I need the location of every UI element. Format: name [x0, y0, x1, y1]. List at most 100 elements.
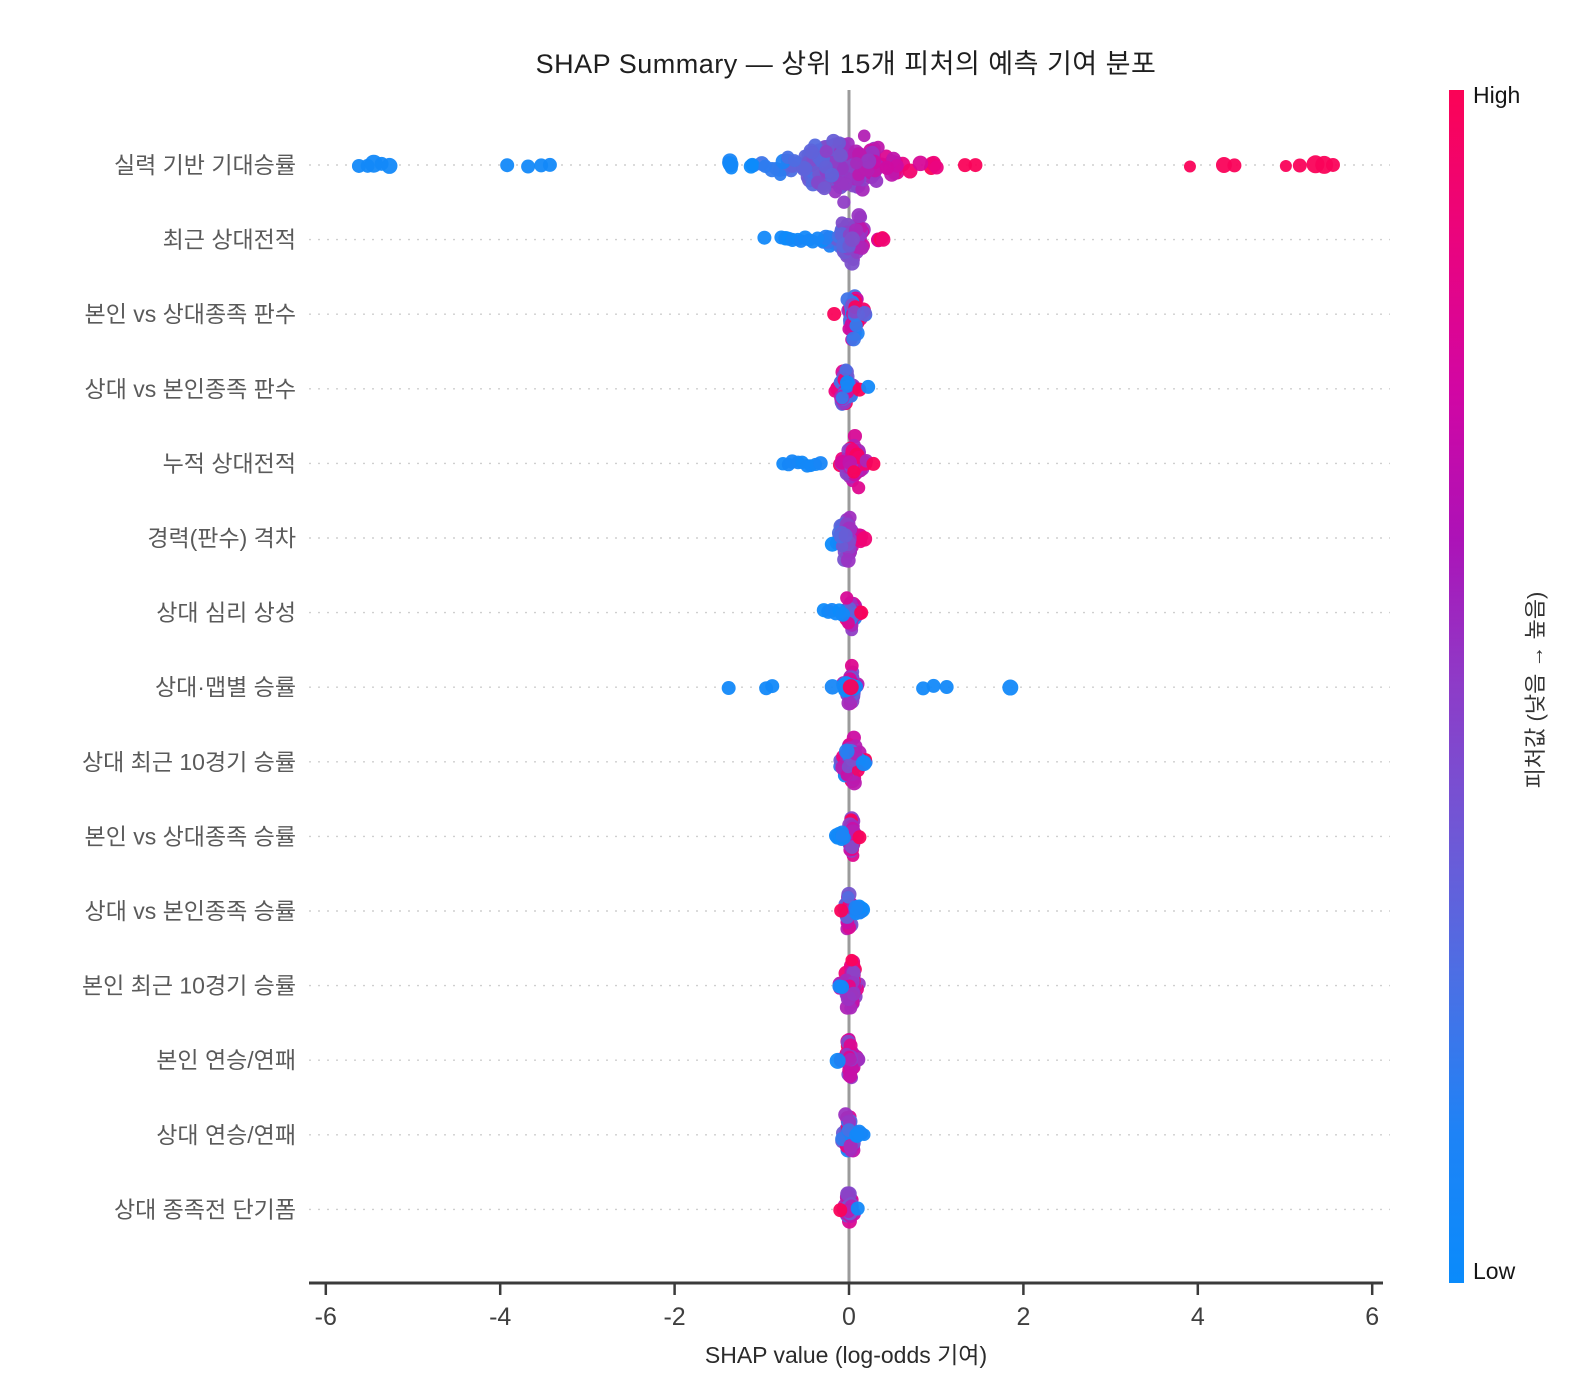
- data-point: [827, 307, 842, 322]
- x-axis-title: SHAP value (log-odds 기여): [704, 1342, 988, 1368]
- y-axis-label: 최근 상대전적: [163, 227, 296, 253]
- data-point: [852, 481, 866, 495]
- data-point: [875, 232, 891, 247]
- data-point: [721, 681, 736, 696]
- y-axis-label: 상대 vs 본인종족 판수: [85, 376, 296, 402]
- data-point: [840, 379, 854, 393]
- data-point: [846, 986, 861, 1002]
- y-axis-label: 본인 연승/연패: [156, 1047, 296, 1073]
- data-point: [929, 160, 944, 175]
- x-tick-label: -4: [489, 1303, 511, 1331]
- y-axis-label: 누적 상대전적: [163, 450, 296, 476]
- data-point: [758, 159, 772, 173]
- data-point: [843, 1139, 858, 1154]
- data-point: [521, 159, 536, 174]
- data-point: [855, 755, 872, 772]
- data-point: [835, 391, 849, 405]
- data-point: [844, 231, 860, 247]
- data-point: [722, 156, 739, 173]
- data-point: [829, 1052, 846, 1069]
- data-point: [1183, 160, 1196, 173]
- data-point: [846, 331, 861, 347]
- data-point: [857, 129, 871, 143]
- data-point: [849, 1127, 865, 1143]
- data-point: [851, 208, 867, 224]
- data-point: [852, 830, 867, 845]
- data-point: [835, 607, 851, 622]
- y-axis-label: 상대 vs 본인종족 승률: [85, 898, 296, 924]
- data-point: [856, 306, 873, 322]
- data-point: [866, 456, 881, 471]
- y-axis-label: 본인 최근 10경기 승률: [82, 973, 296, 999]
- y-axis-label: 상대 종족전 단기폼: [114, 1196, 296, 1222]
- data-point: [817, 181, 832, 196]
- y-axis-label: 상대·맵별 승률: [155, 674, 296, 700]
- data-point: [856, 531, 873, 547]
- data-point: [843, 1052, 857, 1066]
- chart-title: SHAP Summary — 상위 15개 피처의 예측 기여 분포: [535, 49, 1157, 79]
- data-point: [1227, 158, 1242, 173]
- data-point: [841, 891, 855, 904]
- data-point: [854, 605, 869, 620]
- data-point: [846, 775, 862, 791]
- data-point: [841, 695, 857, 711]
- data-point: [765, 679, 780, 694]
- x-tick-label: 0: [842, 1303, 856, 1331]
- data-point: [743, 159, 759, 174]
- data-point: [819, 144, 833, 158]
- data-point: [805, 146, 819, 160]
- data-point: [839, 363, 853, 377]
- data-point: [916, 681, 931, 696]
- data-point: [1215, 156, 1232, 173]
- data-point: [837, 195, 851, 209]
- x-tick-label: -2: [663, 1303, 685, 1331]
- data-point: [835, 829, 850, 843]
- data-point: [847, 465, 861, 479]
- y-axis-label: 상대 연승/연패: [156, 1122, 296, 1148]
- data-point: [542, 157, 557, 172]
- data-point: [381, 157, 398, 174]
- data-point: [832, 136, 846, 150]
- data-point: [939, 680, 954, 695]
- data-point: [843, 1068, 858, 1084]
- data-point: [1002, 679, 1019, 696]
- colorbar-title: 피처값 (낮음 → 높음): [1523, 591, 1548, 789]
- data-point: [845, 953, 859, 967]
- data-point: [810, 231, 825, 245]
- data-point: [834, 903, 849, 918]
- data-point: [842, 679, 859, 696]
- data-point: [838, 743, 855, 760]
- data-point: [833, 1203, 848, 1218]
- data-point: [854, 240, 869, 256]
- data-point: [840, 591, 854, 605]
- data-point: [813, 456, 828, 471]
- data-point: [850, 156, 863, 170]
- data-point: [833, 148, 848, 163]
- y-axis-label: 실력 기반 기대승률: [114, 152, 296, 178]
- x-tick-label: 2: [1016, 1303, 1030, 1331]
- data-point: [849, 318, 863, 333]
- data-point: [968, 158, 983, 173]
- data-point: [879, 160, 895, 175]
- data-point: [824, 679, 841, 695]
- data-point: [848, 900, 864, 916]
- data-point: [926, 678, 941, 693]
- data-point: [957, 158, 972, 173]
- data-point: [861, 379, 876, 394]
- data-point: [844, 255, 860, 271]
- data-point: [832, 979, 847, 994]
- x-tick-label: 6: [1365, 1303, 1379, 1331]
- data-point: [850, 1201, 865, 1216]
- data-point: [757, 230, 772, 245]
- data-point: [845, 840, 859, 855]
- colorbar: [1449, 90, 1464, 1283]
- data-point: [824, 167, 840, 183]
- data-point: [839, 177, 853, 191]
- data-point: [1292, 158, 1307, 173]
- data-point: [1325, 157, 1340, 172]
- x-tick-label: 4: [1191, 1303, 1205, 1331]
- data-point: [500, 158, 515, 173]
- data-point: [912, 155, 929, 172]
